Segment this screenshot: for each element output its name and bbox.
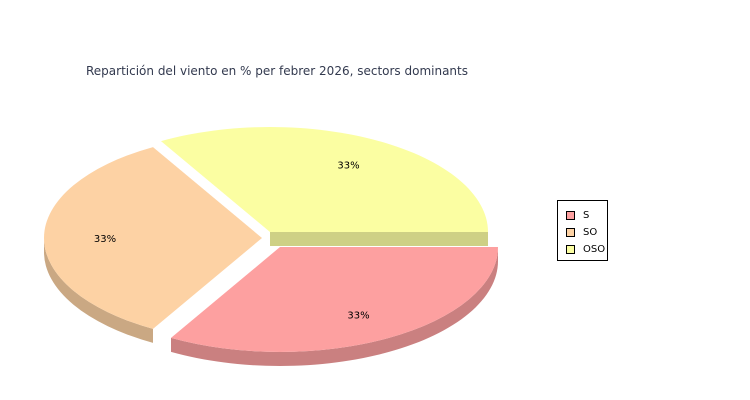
legend-swatch-so [566,228,575,237]
data-label-s: 33% [347,310,369,321]
legend-item-so: SO [558,224,607,241]
slice-edge-oso [270,232,488,246]
legend-swatch-oso [566,245,575,254]
legend-item-oso: OSO [558,241,607,258]
legend-swatch-s [566,211,575,220]
data-label-oso: 33% [337,161,359,172]
legend-label-oso: OSO [583,244,606,255]
legend-item-s: S [558,207,607,224]
legend-label-so: SO [583,227,598,238]
slice-side-so [44,238,153,343]
legend-label-s: S [583,210,590,221]
data-label-so: 33% [94,234,116,245]
slice-oso [161,127,488,232]
slice-s [171,247,498,353]
legend: S SO OSO [557,200,608,261]
slice-so [43,147,262,329]
slice-side-s [171,247,498,367]
chart-title: Repartición del viento en % per febrer 2… [86,64,468,78]
